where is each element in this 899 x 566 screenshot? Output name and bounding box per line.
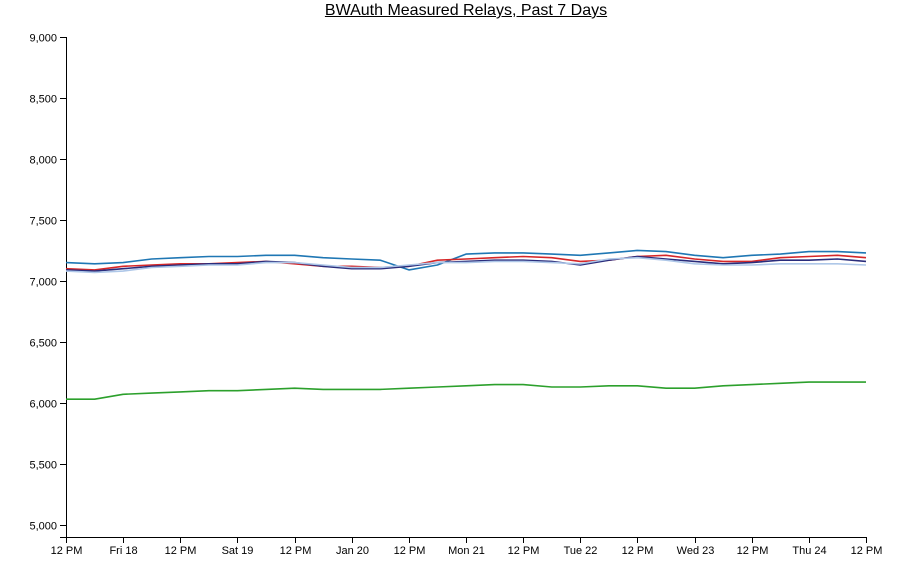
series-line-1 — [65, 249, 867, 271]
series-line-4 — [65, 256, 867, 274]
x-tick-label: 12 PM — [851, 545, 883, 557]
series-line-3 — [65, 255, 867, 272]
x-tick-label: 12 PM — [508, 545, 540, 557]
y-tick-label: 9,000 — [29, 33, 57, 45]
x-tick-label: Fri 18 — [109, 545, 137, 557]
y-axis-line — [60, 37, 67, 538]
y-tick-label: 7,000 — [29, 277, 57, 289]
y-tick-label: 5,000 — [29, 521, 57, 533]
x-axis: 12 PM Fri 18 12 PM Sat 19 12 PM Jan 20 12 PM Mo… — [51, 537, 883, 557]
x-tick-label: 12 PM — [737, 545, 769, 557]
y-tick-label: 8,000 — [29, 155, 57, 167]
x-tick-label: Jan 20 — [336, 545, 369, 557]
x-tick-label: 12 PM — [394, 545, 426, 557]
y-tick-label: 5,500 — [29, 460, 57, 472]
x-tick-label: Thu 24 — [792, 545, 826, 557]
y-tick-label: 8,500 — [29, 94, 57, 106]
x-tick-label: 12 PM — [165, 545, 197, 557]
series-layer — [65, 249, 867, 401]
x-tick-label: Tue 22 — [564, 545, 598, 557]
x-tick-label: Mon 21 — [448, 545, 485, 557]
x-tick-label: Sat 19 — [222, 545, 254, 557]
y-tick-label: 6,500 — [29, 338, 57, 350]
x-tick-label: 12 PM — [622, 545, 654, 557]
series-line-5 — [66, 381, 866, 401]
x-tick-label: Wed 23 — [677, 545, 715, 557]
chart-title: BWAuth Measured Relays, Past 7 Days — [324, 2, 608, 19]
y-tick-label: 7,500 — [29, 216, 57, 228]
x-tick-label: 12 PM — [280, 545, 312, 557]
y-tick-label: 6,000 — [29, 399, 57, 411]
y-axis: 5,000 5,500 6,000 6,500 7,000 7,500 8,000 8,500… — [29, 33, 67, 538]
x-tick-label: 12 PM — [51, 545, 83, 557]
